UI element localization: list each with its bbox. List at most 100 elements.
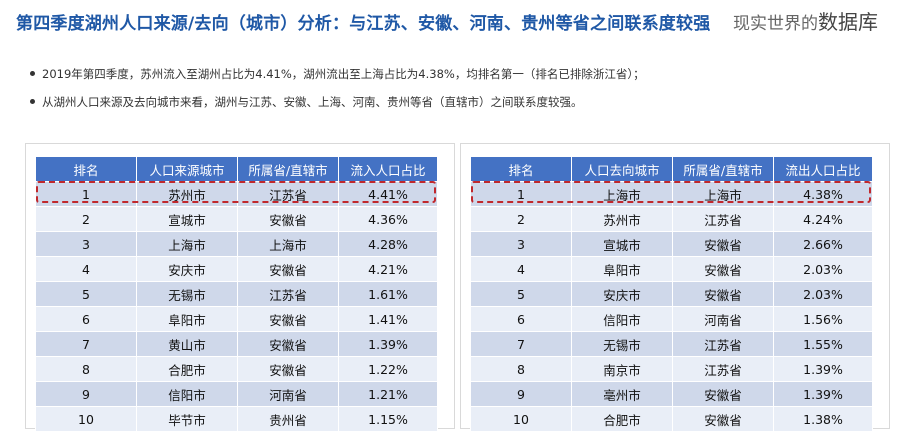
table-cell: 2.03%	[773, 281, 873, 307]
table-row: 5 安庆市 安徽省 2.03%	[470, 281, 873, 307]
table-cell: 江苏省	[672, 331, 774, 357]
table-row: 1 苏州市 江苏省 4.41%	[35, 181, 438, 207]
table-row: 2 苏州市 江苏省 4.24%	[470, 206, 873, 232]
table-cell: 1.41%	[338, 306, 438, 332]
column-header: 人口去向城市	[571, 156, 673, 182]
table-row: 10 毕节市 贵州省 1.15%	[35, 406, 438, 432]
table-cell: 安徽省	[237, 206, 339, 232]
table-cell: 江苏省	[672, 356, 774, 382]
table-cell: 宣城市	[136, 206, 238, 232]
table-cell: 安徽省	[672, 381, 774, 407]
table-cell: 1.61%	[338, 281, 438, 307]
table-cell: 2	[470, 206, 572, 232]
table-cell: 6	[35, 306, 137, 332]
table-header-row: 排名 人口去向城市 所属省/直辖市 流出人口占比	[470, 156, 873, 182]
table-cell: 安徽省	[672, 231, 774, 257]
table-row: 3 宣城市 安徽省 2.66%	[470, 231, 873, 257]
table-cell: 亳州市	[571, 381, 673, 407]
table-cell: 无锡市	[136, 281, 238, 307]
bullet-text: 从湖州人口来源及去向城市来看，湖州与江苏、安徽、上海、河南、贵州等省（直辖市）之…	[42, 95, 583, 109]
table-cell: 4.28%	[338, 231, 438, 257]
table-cell: 安徽省	[672, 281, 774, 307]
table-cell: 4.21%	[338, 256, 438, 282]
table-row: 10 合肥市 安徽省 1.38%	[470, 406, 873, 432]
table-cell: 无锡市	[571, 331, 673, 357]
table-cell: 安庆市	[136, 256, 238, 282]
table-cell: 8	[35, 356, 137, 382]
table-cell: 1.15%	[338, 406, 438, 432]
outflow-panel: 排名 人口去向城市 所属省/直辖市 流出人口占比 1 上海市 上海市 4.38% 2 苏州市 江苏…	[460, 143, 890, 432]
table-cell: 江苏省	[237, 181, 339, 207]
table-row: 3 上海市 上海市 4.28%	[35, 231, 438, 257]
table-cell: 3	[470, 231, 572, 257]
table-cell: 1.56%	[773, 306, 873, 332]
table-cell: 上海市	[672, 181, 774, 207]
table-cell: 4.38%	[773, 181, 873, 207]
table-cell: 1.38%	[773, 406, 873, 432]
bullet-item: 2019年第四季度，苏州流入至湖州占比为4.41%，湖州流出至上海占比为4.38…	[30, 66, 645, 94]
table-row: 7 黄山市 安徽省 1.39%	[35, 331, 438, 357]
table-cell: 4.36%	[338, 206, 438, 232]
table-cell: 6	[470, 306, 572, 332]
table-cell: 河南省	[672, 306, 774, 332]
column-header: 流出人口占比	[773, 156, 873, 182]
table-cell: 安徽省	[237, 331, 339, 357]
table-cell: 7	[35, 331, 137, 357]
bullet-text: 2019年第四季度，苏州流入至湖州占比为4.41%，湖州流出至上海占比为4.38…	[42, 67, 645, 81]
table-cell: 江苏省	[672, 206, 774, 232]
table-cell: 上海市	[571, 181, 673, 207]
inflow-panel: 排名 人口来源城市 所属省/直辖市 流入人口占比 1 苏州市 江苏省 4.41% 2 宣城市 安徽…	[25, 143, 455, 432]
table-cell: 9	[35, 381, 137, 407]
bullet-dot	[30, 71, 35, 76]
table-row: 6 阜阳市 安徽省 1.41%	[35, 306, 438, 332]
table-cell: 1.39%	[338, 331, 438, 357]
table-cell: 贵州省	[237, 406, 339, 432]
table-cell: 4.41%	[338, 181, 438, 207]
table-header-row: 排名 人口来源城市 所属省/直辖市 流入人口占比	[35, 156, 438, 182]
table-cell: 阜阳市	[136, 306, 238, 332]
table-cell: 宣城市	[571, 231, 673, 257]
table-cell: 1.39%	[773, 381, 873, 407]
table-cell: 5	[35, 281, 137, 307]
column-header: 所属省/直辖市	[237, 156, 339, 182]
table-cell: 黄山市	[136, 331, 238, 357]
table-cell: 毕节市	[136, 406, 238, 432]
table-row: 9 亳州市 安徽省 1.39%	[470, 381, 873, 407]
table-cell: 2.66%	[773, 231, 873, 257]
table-cell: 南京市	[571, 356, 673, 382]
table-cell: 安徽省	[237, 356, 339, 382]
table-cell: 10	[470, 406, 572, 432]
table-cell: 4	[470, 256, 572, 282]
table-row: 7 无锡市 江苏省 1.55%	[470, 331, 873, 357]
table-row: 9 信阳市 河南省 1.21%	[35, 381, 438, 407]
table-cell: 8	[470, 356, 572, 382]
table-cell: 2.03%	[773, 256, 873, 282]
table-cell: 合肥市	[571, 406, 673, 432]
table-cell: 1	[470, 181, 572, 207]
table-row: 5 无锡市 江苏省 1.61%	[35, 281, 438, 307]
table-row: 2 宣城市 安徽省 4.36%	[35, 206, 438, 232]
table-row: 4 安庆市 安徽省 4.21%	[35, 256, 438, 282]
table-cell: 河南省	[237, 381, 339, 407]
column-header: 排名	[470, 156, 572, 182]
inflow-table: 排名 人口来源城市 所属省/直辖市 流入人口占比 1 苏州市 江苏省 4.41% 2 宣城市 安徽…	[35, 156, 438, 432]
table-cell: 信阳市	[571, 306, 673, 332]
table-cell: 1.21%	[338, 381, 438, 407]
column-header: 人口来源城市	[136, 156, 238, 182]
table-cell: 1.55%	[773, 331, 873, 357]
table-cell: 1.22%	[338, 356, 438, 382]
table-row: 8 南京市 江苏省 1.39%	[470, 356, 873, 382]
table-cell: 1.39%	[773, 356, 873, 382]
table-cell: 江苏省	[237, 281, 339, 307]
table-row: 1 上海市 上海市 4.38%	[470, 181, 873, 207]
table-cell: 安庆市	[571, 281, 673, 307]
table-cell: 4.24%	[773, 206, 873, 232]
table-cell: 安徽省	[237, 256, 339, 282]
watermark-emphasis: 数据库	[818, 10, 878, 34]
table-row: 8 合肥市 安徽省 1.22%	[35, 356, 438, 382]
watermark-prefix: 现实世界的	[733, 14, 818, 34]
table-row: 4 阜阳市 安徽省 2.03%	[470, 256, 873, 282]
table-cell: 安徽省	[672, 406, 774, 432]
table-cell: 1	[35, 181, 137, 207]
table-cell: 10	[35, 406, 137, 432]
